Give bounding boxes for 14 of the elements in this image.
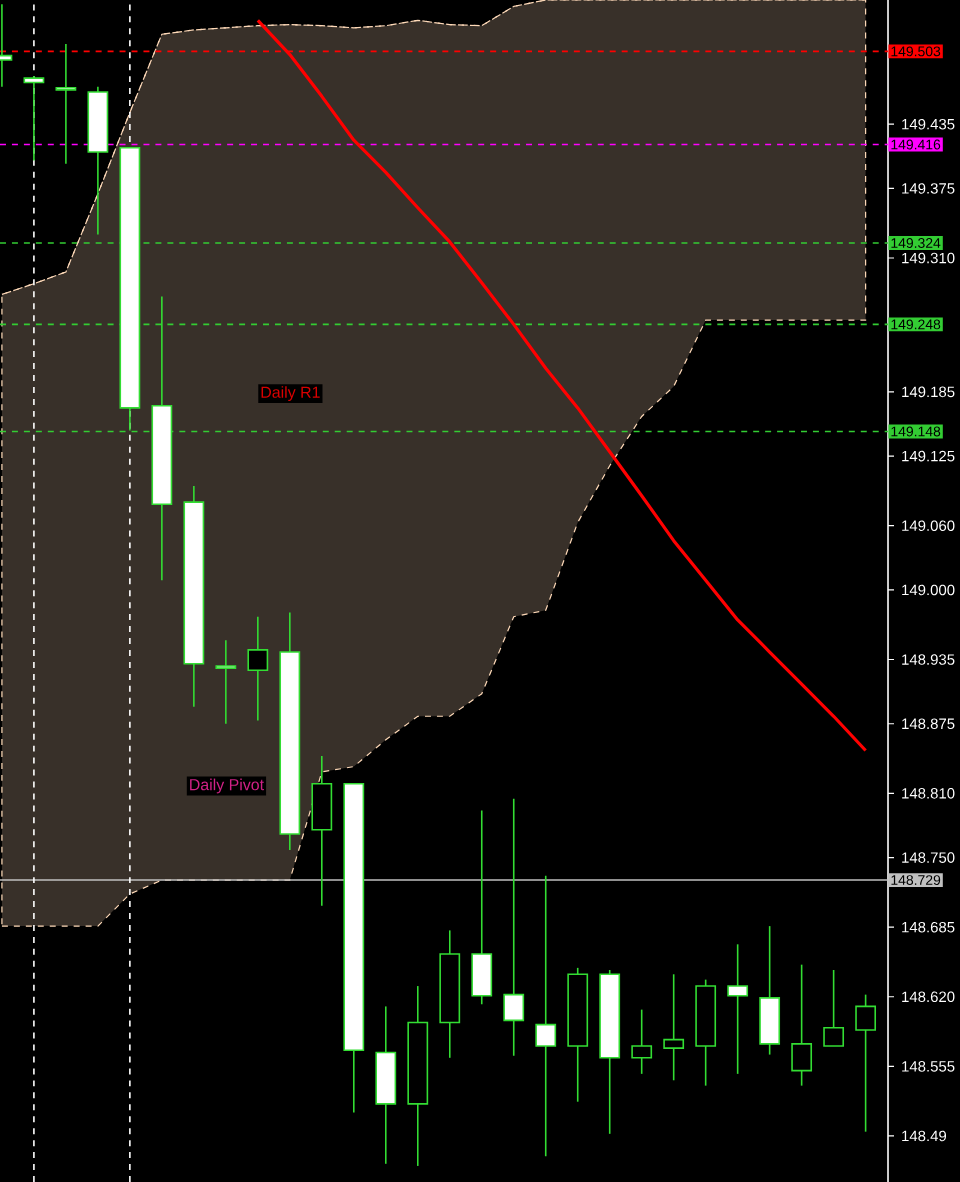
candlestick: [663, 973, 685, 1082]
candlestick: [471, 809, 493, 1006]
candlestick: [247, 615, 269, 722]
candlestick: [215, 639, 237, 725]
candlestick: [311, 755, 333, 907]
candlestick: [727, 943, 749, 1075]
candlestick: [759, 925, 781, 1056]
candlestick: [855, 993, 877, 1133]
candlestick: [55, 43, 77, 165]
candlestick: [503, 797, 525, 1057]
candlestick: [631, 1008, 653, 1075]
candlestick: [791, 963, 813, 1087]
candlestick: [535, 874, 557, 1158]
candlestick: [823, 969, 845, 1047]
